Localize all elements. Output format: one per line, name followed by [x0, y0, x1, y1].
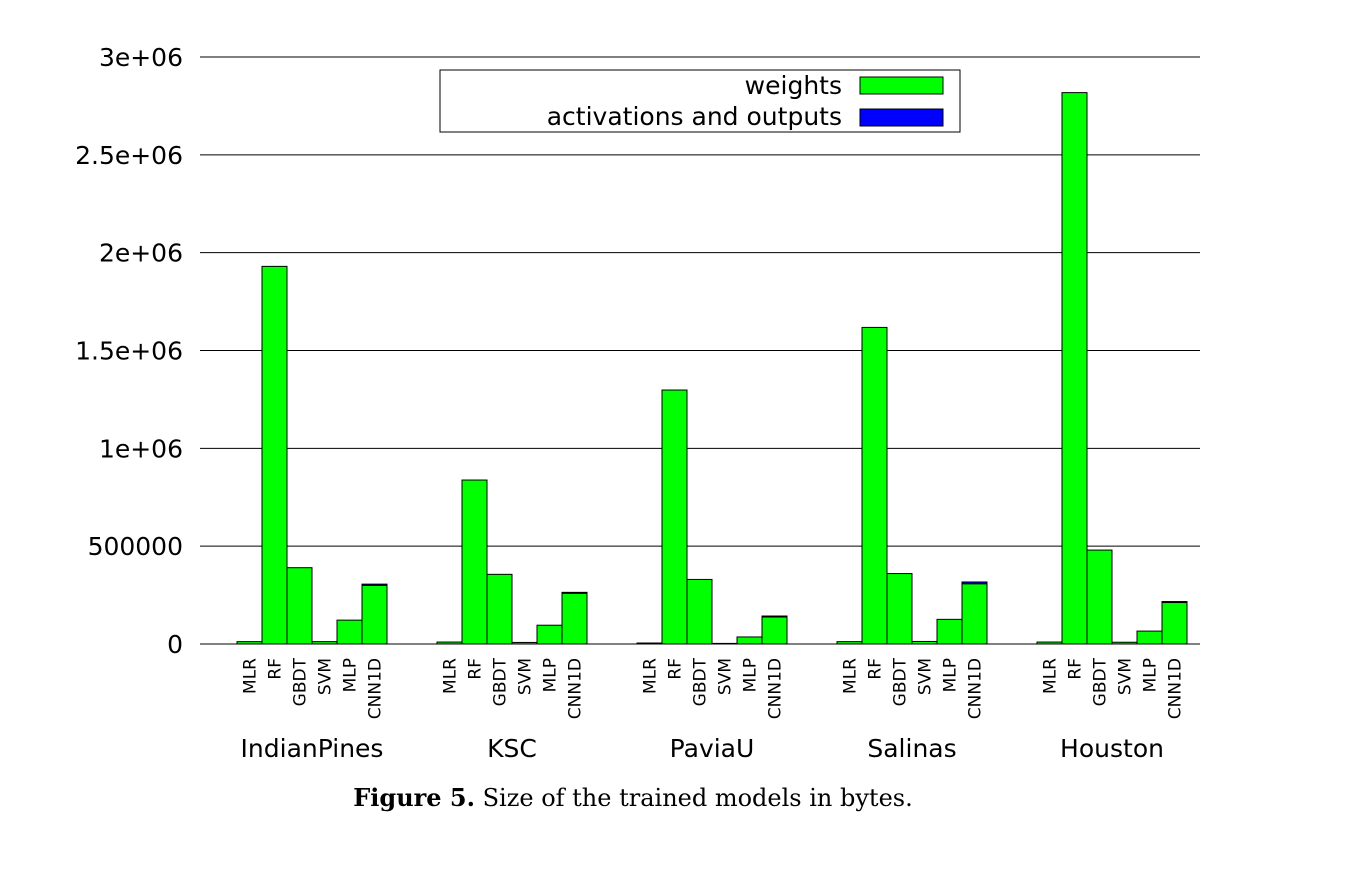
bar-activations — [361, 583, 388, 586]
bar-weights — [511, 641, 538, 645]
bar-weights — [761, 616, 788, 645]
bar-weights — [661, 389, 688, 645]
y-tick-label: 0 — [167, 630, 183, 659]
bar-activations — [761, 615, 788, 618]
x-tick-label-model: MLR — [1041, 658, 1061, 694]
bar-weights — [861, 326, 888, 645]
bar-activations — [561, 591, 588, 594]
bar-weights — [286, 567, 313, 645]
bar-weights — [461, 479, 488, 645]
bar-weights — [1136, 630, 1163, 645]
x-tick-label-model: GBDT — [1091, 657, 1111, 706]
x-tick-label-model: MLP — [1141, 658, 1161, 692]
x-tick-label-model: MLP — [741, 658, 761, 692]
x-tick-label-model: SVM — [516, 658, 536, 695]
bar-weights — [486, 573, 513, 645]
x-tick-label-model: SVM — [316, 658, 336, 695]
bar-activations — [1161, 601, 1188, 604]
x-tick-label-model: MLR — [841, 658, 861, 694]
bar-weights — [886, 573, 913, 645]
y-tick-label: 500000 — [88, 532, 183, 561]
y-tick-label: 2e+06 — [99, 239, 183, 268]
bar-weights — [836, 641, 863, 645]
x-tick-label-model: MLP — [541, 658, 561, 692]
x-tick-label-model: CNN1D — [966, 658, 986, 719]
legend-swatch-activations — [859, 108, 944, 127]
group-label: PaviaU — [670, 734, 755, 763]
bar-weights — [536, 624, 563, 645]
bar-weights — [1061, 92, 1088, 645]
bar-weights — [711, 642, 738, 645]
x-tick-label-model: SVM — [716, 658, 736, 695]
caption-text: Size of the trained models in bytes. — [482, 784, 913, 812]
y-axis-ticks: 0 500000 1e+06 1.5e+06 2e+06 2.5e+06 3e+06 — [75, 43, 183, 659]
x-tick-label-model: GBDT — [291, 657, 311, 706]
bar-weights — [911, 640, 938, 645]
legend: weights activations and outputs — [439, 69, 961, 133]
bar-weights — [436, 641, 463, 645]
bar-weights — [961, 583, 988, 645]
gridlines — [200, 56, 1200, 645]
bar-weights — [236, 641, 263, 645]
x-tick-label-model: RF — [466, 658, 486, 680]
bar-weights — [1161, 601, 1188, 645]
x-tick-label-model: CNN1D — [566, 658, 586, 719]
x-tick-label-model: MLR — [441, 658, 461, 694]
x-tick-label-model: GBDT — [891, 657, 911, 706]
bar-weights — [1036, 641, 1063, 645]
bar-weights — [336, 619, 363, 645]
legend-label-activations: activations and outputs — [547, 102, 842, 131]
x-tick-label-model: CNN1D — [766, 658, 786, 719]
bar-weights — [261, 265, 288, 645]
bar-weights — [361, 584, 388, 645]
group-label: IndianPines — [241, 734, 384, 763]
x-tick-label-model: CNN1D — [1166, 658, 1186, 719]
bar-weights — [561, 592, 588, 645]
bar-weights — [686, 578, 713, 645]
bars — [236, 92, 1188, 645]
bar-chart: 0 500000 1e+06 1.5e+06 2e+06 2.5e+06 3e+06 MLR… — [75, 43, 1200, 763]
x-tick-label-model: CNN1D — [366, 658, 386, 719]
group-label: KSC — [487, 734, 537, 763]
y-tick-label: 2.5e+06 — [75, 141, 183, 170]
x-tick-label-model: MLP — [341, 658, 361, 692]
y-tick-label: 3e+06 — [99, 43, 183, 72]
y-tick-label: 1e+06 — [99, 434, 183, 463]
bar-weights — [636, 642, 663, 645]
x-tick-label-model: RF — [666, 658, 686, 680]
x-tick-label-model: MLP — [941, 658, 961, 692]
group-label: Houston — [1060, 734, 1164, 763]
bar-weights — [1086, 549, 1113, 645]
legend-swatch-weights — [859, 76, 944, 95]
x-tick-label-model: GBDT — [491, 657, 511, 706]
bar-weights — [311, 641, 338, 645]
caption-label: Figure 5. — [353, 783, 475, 812]
group-label: Salinas — [867, 734, 956, 763]
figure-caption: Figure 5. Size of the trained models in … — [0, 783, 1266, 812]
x-tick-label-model: SVM — [1116, 658, 1136, 695]
bar-weights — [736, 636, 763, 645]
legend-label-weights: weights — [745, 71, 842, 100]
x-tick-label-model: MLR — [641, 658, 661, 694]
x-tick-label-model: SVM — [916, 658, 936, 695]
bar-activations — [961, 581, 988, 585]
x-tick-label-model: MLR — [241, 658, 261, 694]
x-tick-label-model: RF — [1066, 658, 1086, 680]
x-tick-label-model: RF — [866, 658, 886, 680]
x-tick-label-model: GBDT — [691, 657, 711, 706]
bar-weights — [1111, 641, 1138, 645]
x-tick-label-model: RF — [266, 658, 286, 680]
bar-weights — [936, 618, 963, 645]
y-tick-label: 1.5e+06 — [75, 337, 183, 366]
